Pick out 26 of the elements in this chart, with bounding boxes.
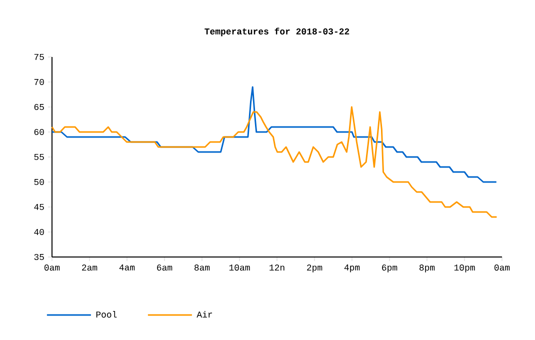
x-tick-label: 4pm	[344, 264, 360, 272]
y-tick-label: 70	[34, 78, 44, 86]
y-tick-label: 40	[34, 228, 44, 236]
x-tick-label: 12n	[270, 264, 284, 271]
x-tick-label: 6am	[157, 264, 172, 271]
y-tick-label: 60	[34, 128, 44, 136]
chart-title: Temperatures for 2018-03-22	[204, 28, 350, 36]
y-tick-label: 65	[34, 104, 44, 110]
y-tick-label: 50	[34, 178, 44, 186]
legend-label: Air	[196, 311, 212, 318]
x-tick-label: 0am	[44, 264, 60, 271]
legend-label: Pool	[96, 311, 117, 318]
x-tick-label: 10am	[229, 264, 250, 271]
y-tick-label: 75	[34, 54, 44, 60]
y-tick-label: 35	[34, 254, 44, 260]
x-tick-label: 2pm	[307, 264, 322, 272]
x-tick-label: 10pm	[454, 264, 475, 272]
y-tick-label: 45	[34, 204, 44, 210]
x-tick-label: 2am	[82, 264, 98, 271]
x-tick-label: 8pm	[420, 264, 435, 272]
x-tick-label: 4am	[119, 264, 135, 271]
line-series	[51, 86, 498, 183]
x-tick-label: 0am	[494, 264, 510, 271]
y-tick-label: 55	[34, 154, 44, 160]
x-tick-label: 8am	[194, 264, 210, 271]
x-tick-label: 6pm	[382, 264, 398, 272]
